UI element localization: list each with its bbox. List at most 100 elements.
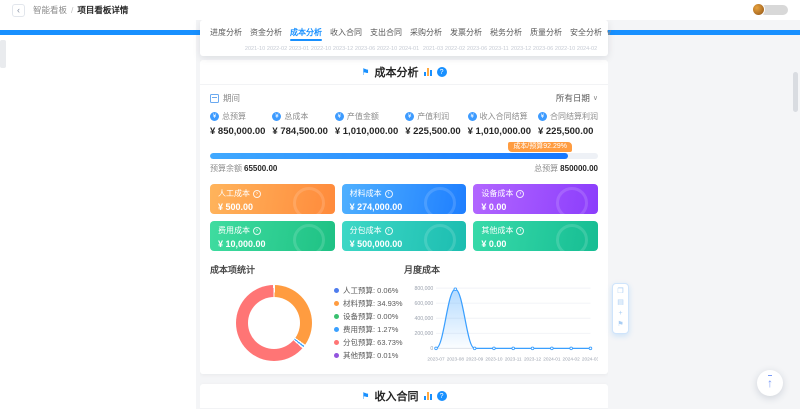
cost-stats-row: ¥ 总预算 ¥ 850,000.00 ¥ 总成本 ¥ 784,500.00 ¥ 产值金…	[210, 111, 598, 137]
stat-income-settlement: ¥ 收入合同结算 ¥ 1,010,000.00	[467, 111, 531, 137]
svg-text:600,000: 600,000	[415, 301, 434, 307]
axis-date-label: 2022-02	[445, 46, 466, 52]
axis-date-label: 2022-10	[310, 46, 332, 52]
material-cost-card[interactable]: 材料成本 › ¥ 274,000.00	[341, 184, 467, 214]
stat-total-budget: ¥ 总预算 ¥ 850,000.00	[210, 111, 265, 137]
stat-label: 总预算	[222, 112, 246, 121]
chevron-right-icon: ›	[384, 226, 393, 235]
stat-value: ¥ 784,500.00	[272, 126, 328, 137]
svg-text:400,000: 400,000	[415, 316, 434, 322]
tab-safety[interactable]: 安全分析	[570, 27, 602, 37]
card-label: 人工成本	[218, 189, 250, 198]
cost-budget-ratio-badge: 成本/预算92.29%	[508, 142, 572, 152]
svg-text:2023-12: 2023-12	[524, 357, 542, 362]
tab-tax[interactable]: 税务分析	[490, 27, 522, 37]
subcontract-cost-card[interactable]: 分包成本 › ¥ 500,000.00	[341, 221, 467, 251]
stat-label: 总成本	[284, 112, 309, 121]
tabs: 进度分析 资金分析 成本分析 收入合同 支出合同 采购分析 发票分析 税务分析 …	[206, 22, 612, 42]
tab-income-contract[interactable]: 收入合同	[330, 27, 362, 37]
toolbar-grid-icon[interactable]: ▤	[617, 299, 624, 306]
labor-cost-card[interactable]: 人工成本 › ¥ 500.00	[210, 184, 335, 214]
svg-text:2023-09: 2023-09	[466, 357, 484, 362]
tab-progress[interactable]: 进度分析	[210, 27, 242, 37]
breadcrumb-current: 项目看板详情	[77, 5, 129, 15]
main-column: 进度分析 资金分析 成本分析 收入合同 支出合同 采购分析 发票分析 税务分析 …	[196, 0, 612, 409]
stat-total-cost: ¥ 总成本 ¥ 784,500.00	[272, 111, 328, 137]
toolbar-flag-icon[interactable]: ⚑	[617, 321, 624, 328]
tab-procurement[interactable]: 采购分析	[410, 27, 442, 37]
legend-dot	[334, 353, 339, 358]
date-filter-value: 所有日期	[555, 93, 590, 103]
tab-invoice[interactable]: 发票分析	[450, 27, 482, 37]
user-menu[interactable]	[752, 3, 788, 16]
back-button[interactable]: ‹	[12, 3, 25, 17]
legend-dot	[334, 301, 339, 306]
cost-analysis-card: ⚑ 成本分析 ? 期间 所有日期 ∨ ¥ 总预算 ¥ 850,0	[200, 60, 608, 374]
svg-text:2023-11: 2023-11	[505, 357, 522, 362]
card-label: 材料成本	[349, 189, 382, 198]
other-cost-card[interactable]: 其他成本 › ¥ 0.00	[473, 221, 598, 251]
page-scrollbar[interactable]	[793, 72, 798, 112]
back-to-top-button[interactable]: ↑	[757, 370, 783, 396]
top-header: ‹ 智能看板 / 项目看板详情	[0, 0, 800, 20]
legend-item[interactable]: 费用预算: 1.27%	[334, 323, 403, 336]
card-value: ¥ 0.00	[481, 202, 507, 212]
card-label: 设备成本	[481, 189, 514, 198]
legend-item[interactable]: 分包预算: 63.73%	[334, 336, 403, 349]
legend-item[interactable]: 设备预算: 0.00%	[334, 310, 403, 323]
legend-item[interactable]: 其他预算: 0.01%	[334, 349, 403, 362]
equipment-cost-card[interactable]: 设备成本 › ¥ 0.00	[473, 184, 598, 214]
card-value: ¥ 0.00	[481, 239, 507, 249]
legend-item[interactable]: 人工预算: 0.06%	[334, 284, 403, 297]
stat-label: 收入合同结算	[479, 112, 528, 121]
stat-label: 产值金额	[346, 112, 379, 121]
floating-widget-toolbar[interactable]: ❐ ▤ + ⚑	[612, 283, 629, 334]
tab-funds[interactable]: 资金分析	[250, 27, 282, 37]
axis-date-label: 2022-10	[377, 46, 398, 52]
tabs-chevron-down-icon[interactable]: ∨	[606, 27, 612, 37]
legend-text: 分包预算: 63.73%	[343, 338, 403, 347]
legend-dot	[334, 288, 339, 293]
date-filter-dropdown[interactable]: 所有日期 ∨	[556, 92, 598, 104]
breadcrumb-separator: /	[71, 5, 74, 15]
legend-item[interactable]: 材料预算: 34.93%	[334, 297, 403, 310]
chevron-right-icon: ›	[384, 189, 393, 198]
username-pill[interactable]	[760, 4, 788, 15]
cost-section-title: ⚑ 成本分析 ?	[200, 60, 608, 85]
cost-item-stats-chart: 成本项统计 人工预算: 0.06% 材料预算: 34.93% 设备预算: 0.0…	[210, 263, 404, 366]
analysis-tab-bar: 进度分析 资金分析 成本分析 收入合同 支出合同 采购分析 发票分析 税务分析 …	[200, 20, 612, 56]
avatar[interactable]	[752, 3, 765, 16]
toolbar-plus-icon[interactable]: +	[618, 310, 623, 317]
axis-date-label: 2023-06	[467, 46, 488, 52]
chart-icon	[423, 68, 432, 76]
legend-text: 其他预算: 0.01%	[343, 351, 399, 360]
chart-title: 月度成本	[404, 265, 441, 275]
calendar-icon	[210, 93, 219, 103]
legend-text: 人工预算: 0.06%	[343, 286, 399, 295]
help-icon[interactable]: ?	[436, 67, 447, 77]
section-title-text: 成本分析	[374, 67, 419, 79]
svg-text:2024-01: 2024-01	[543, 357, 561, 362]
svg-text:200,000: 200,000	[415, 331, 434, 337]
income-section-title: ⚑ 收入合同 ?	[200, 384, 608, 409]
axis-date-label: 2023-01	[288, 46, 310, 52]
tab-cost[interactable]: 成本分析	[286, 27, 326, 41]
chevron-right-icon: ›	[516, 189, 525, 198]
coin-icon: ¥	[537, 112, 547, 121]
legend-text: 费用预算: 1.27%	[343, 325, 399, 334]
legend-dot	[334, 314, 339, 319]
tab-expense-contract[interactable]: 支出合同	[370, 27, 402, 37]
help-icon[interactable]: ?	[436, 391, 447, 401]
toolbar-layers-icon[interactable]: ❐	[617, 288, 624, 295]
card-value: ¥ 274,000.00	[349, 202, 403, 212]
monthly-cost-chart-panel: 月度成本 800,000 600,000 400,000 200,000 0 2023-0…	[404, 263, 598, 366]
total-budget: 总预算 850000.00	[534, 164, 598, 173]
breadcrumb-root[interactable]: 智能看板	[33, 5, 68, 15]
left-scrollbar[interactable]	[0, 40, 6, 68]
flag-icon: ⚑	[361, 390, 370, 401]
expense-cost-card[interactable]: 费用成本 › ¥ 10,000.00	[210, 221, 335, 251]
axis-date-label: 2023-11	[489, 46, 510, 52]
axis-date-label: 2023-12	[333, 46, 354, 52]
svg-text:2024-02: 2024-02	[563, 357, 581, 362]
tab-quality[interactable]: 质量分析	[530, 27, 562, 37]
